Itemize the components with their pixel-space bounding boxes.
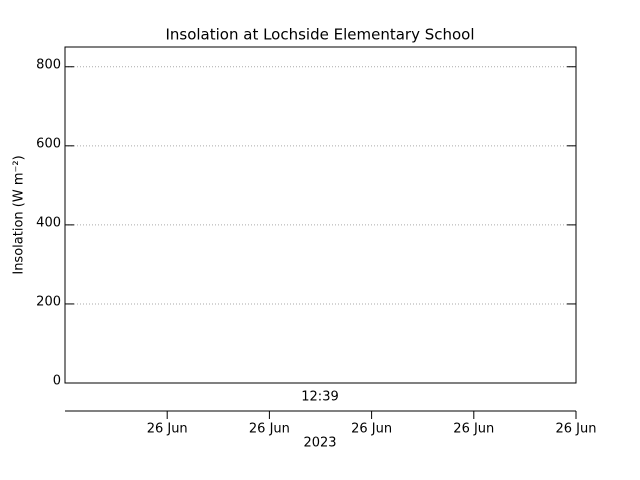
x-tick-label: 26 Jun	[351, 422, 392, 437]
x-annotation: 12:39	[301, 390, 338, 405]
x-tick-label: 26 Jun	[453, 422, 494, 437]
y-axis-label: Insolation (W m⁻²)	[12, 155, 27, 274]
y-tick-label: 0	[53, 374, 61, 389]
y-tick-label: 200	[36, 294, 61, 309]
x-tick-label: 26 Jun	[147, 422, 188, 437]
plot-frame	[64, 46, 577, 384]
x-axis-label: 2023	[303, 436, 336, 451]
y-tick-label: 400	[36, 215, 61, 230]
y-tick-label: 600	[36, 136, 61, 151]
chart-title: Insolation at Lochside Elementary School	[165, 26, 474, 44]
x-tick-label: 26 Jun	[249, 422, 290, 437]
y-tick-label: 800	[36, 57, 61, 72]
x-tick-label: 26 Jun	[556, 422, 597, 437]
